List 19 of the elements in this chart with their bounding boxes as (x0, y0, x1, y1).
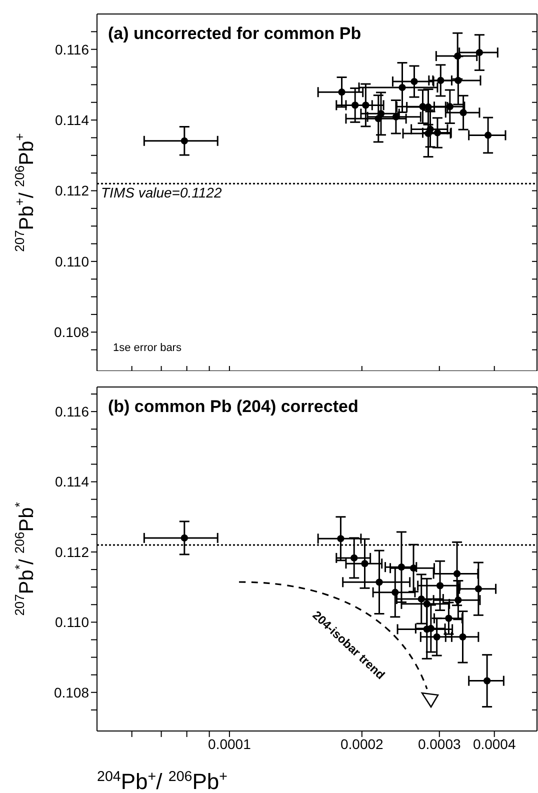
text: (a) uncorrected for common Pb (108, 24, 362, 44)
x-tick-label: 0.0001 (208, 736, 252, 752)
ref-line-label: TIMS value=0.1122 (101, 184, 222, 201)
y-tick-label: 0.112 (55, 544, 90, 560)
x-tick-label: 0.0002 (340, 736, 384, 752)
y-tick-label: 0.114 (55, 474, 90, 490)
y-tick-label: 0.114 (55, 112, 90, 128)
annotation: 1se error bars (113, 342, 182, 354)
text: (b) common Pb (204) corrected (108, 397, 358, 417)
x-axis-title: $^{204}$Pb$^{+}$/ $^{206}$Pb$^{+}$ (97, 769, 228, 793)
x-tick-label: 0.0004 (472, 736, 516, 752)
y-tick-label: 0.116 (55, 404, 90, 420)
y-tick-label: 0.112 (55, 182, 90, 199)
y-tick-label: 0.108 (54, 324, 90, 340)
y-tick-label: 0.110 (55, 253, 90, 270)
y-tick-label: 0.108 (54, 684, 90, 700)
y-tick-label: 0.110 (55, 614, 90, 630)
x-tick-label: 0.0003 (418, 736, 462, 752)
y-tick-label: 0.116 (55, 41, 90, 58)
